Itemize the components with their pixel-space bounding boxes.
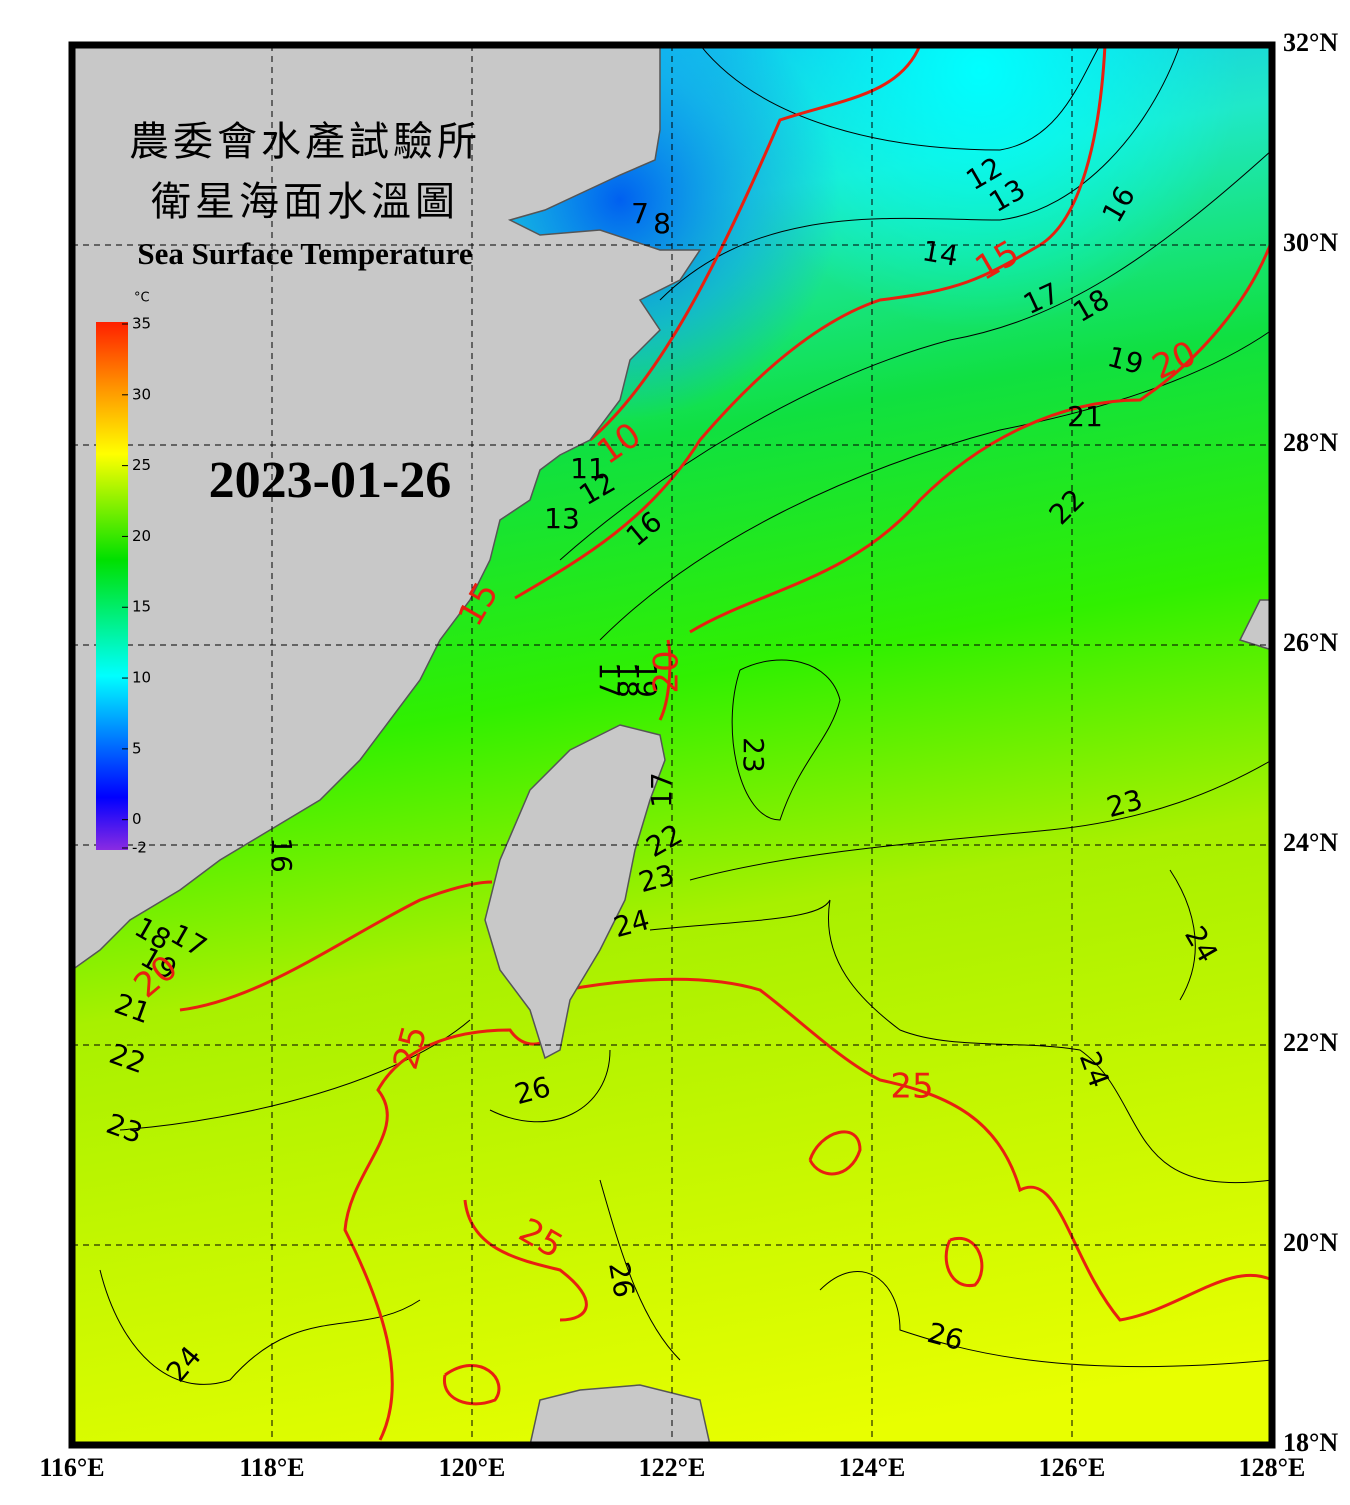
- lat-label: 28°N: [1283, 428, 1338, 457]
- lat-label: 32°N: [1283, 28, 1338, 57]
- map-frame: [68, 41, 1276, 1449]
- colorbar-label: 0: [132, 810, 142, 828]
- colorbar-label: 20: [132, 527, 151, 545]
- isotherm-label: 16: [265, 837, 298, 873]
- isotherms: [99, 45, 1272, 1385]
- lon-label: 128°E: [1239, 1453, 1306, 1482]
- isotherm-label: 17: [645, 772, 678, 808]
- grid: [72, 45, 1272, 1445]
- lon-label: 116°E: [39, 1453, 104, 1482]
- title-zh: 衛星海面水溫圖: [151, 179, 459, 225]
- lon-label: 118°E: [239, 1453, 304, 1482]
- colorbar-ticks: -2 0 5 10 15 20 25 30 35: [122, 315, 151, 857]
- isotherm-label: 19: [630, 662, 663, 698]
- isotherm-label: 11: [570, 452, 606, 485]
- lat-label: 20°N: [1283, 1228, 1338, 1257]
- axes: 116°E 118°E 120°E 122°E 124°E 126°E 128°E18°N 2…: [39, 28, 1338, 1482]
- lon-label: 120°E: [439, 1453, 506, 1482]
- lat-label: 22°N: [1283, 1028, 1338, 1057]
- title-en: Sea Surface Temperature: [137, 236, 472, 271]
- colorbar-label: -2: [132, 839, 147, 857]
- colorbar-unit: °C: [134, 291, 150, 306]
- isotherm-label: 8: [653, 207, 671, 240]
- colorbar: [96, 322, 128, 850]
- land: [72, 45, 1272, 1445]
- colorbar-label: 25: [132, 456, 151, 474]
- lat-label: 18°N: [1283, 1428, 1338, 1457]
- lon-label: 122°E: [639, 1453, 706, 1482]
- colorbar-label: 5: [132, 739, 142, 757]
- lat-label: 26°N: [1283, 628, 1338, 657]
- isotherm-label: 21: [1067, 400, 1103, 433]
- isotherm-label: 14: [920, 234, 961, 273]
- isotherm-label: 18: [611, 662, 644, 698]
- isotherm-label: 23: [737, 737, 770, 773]
- isotherm-label: 25: [890, 1067, 933, 1107]
- lat-label: 30°N: [1283, 228, 1338, 257]
- colorbar-label: 10: [132, 669, 151, 687]
- red-isotherms: [179, 45, 1272, 1441]
- isotherm-label: 17: [593, 662, 626, 698]
- lat-label: 24°N: [1283, 828, 1338, 857]
- isotherm-label: 26: [602, 1259, 641, 1300]
- isotherm-label: 13: [544, 502, 580, 535]
- date: 2023-01-26: [209, 452, 452, 509]
- colorbar-label: 15: [132, 598, 151, 616]
- lon-label: 124°E: [839, 1453, 906, 1482]
- colorbar-label: 30: [132, 385, 151, 403]
- isotherm-label: 20: [647, 650, 687, 693]
- title-zh: 農委會水產試驗所: [129, 119, 481, 165]
- lon-label: 126°E: [1039, 1453, 1106, 1482]
- colorbar-label: 35: [132, 315, 151, 333]
- isotherm-label: 7: [631, 197, 649, 230]
